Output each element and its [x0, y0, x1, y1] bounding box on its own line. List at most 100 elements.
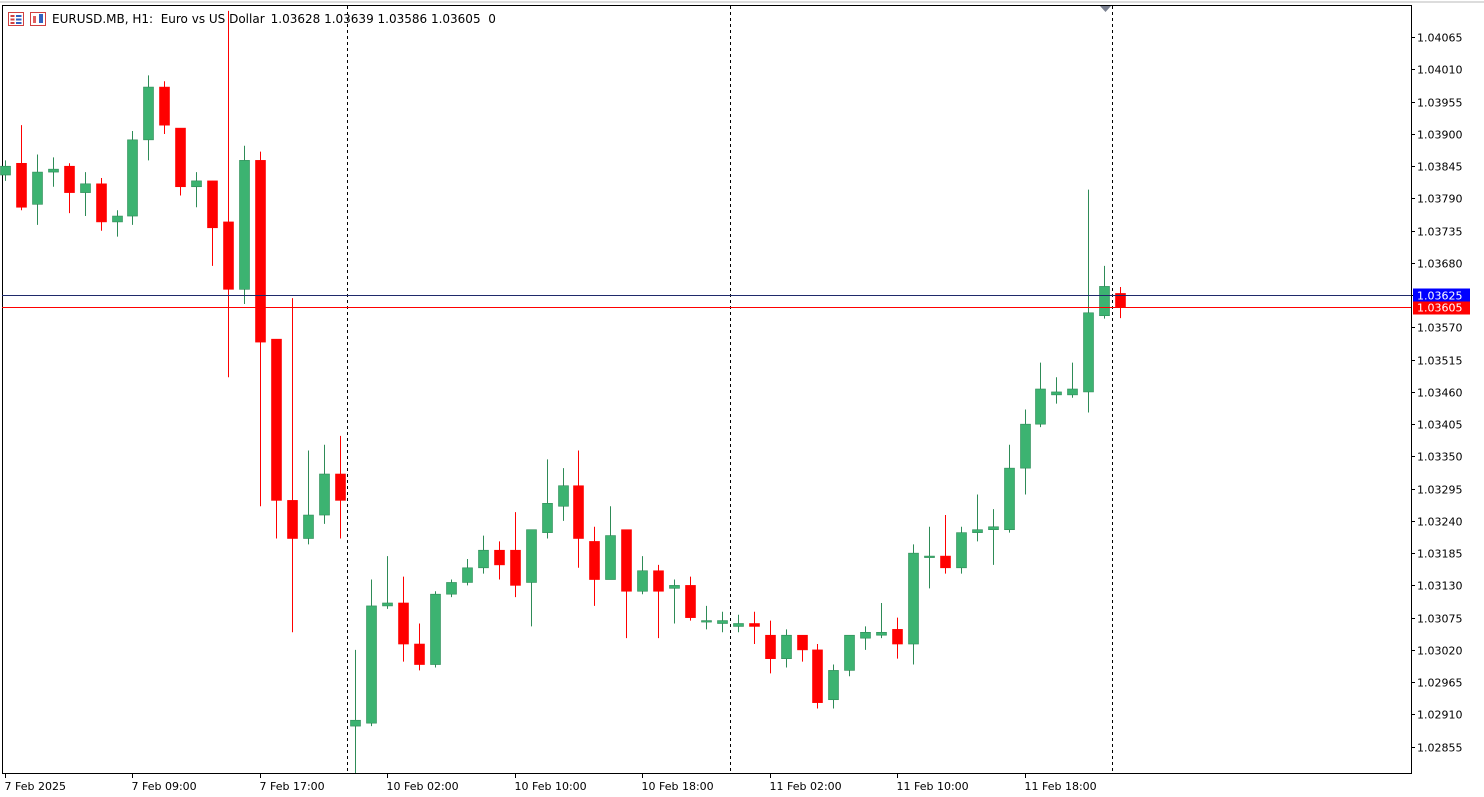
- candle-body: [812, 649, 823, 703]
- candle-body: [1067, 388, 1078, 396]
- candle-body: [924, 555, 935, 558]
- candle-body: [589, 541, 600, 580]
- candle-body: [876, 631, 887, 636]
- y-tick-label: 1.03955: [1417, 97, 1463, 110]
- candle: [972, 494, 983, 542]
- list-icon[interactable]: [8, 12, 24, 26]
- candle-body: [542, 503, 553, 533]
- candle: [510, 512, 521, 598]
- candle: [1035, 362, 1046, 428]
- x-tick-label: 11 Feb 10:00: [897, 780, 969, 793]
- candle: [127, 131, 138, 225]
- candle: [64, 163, 75, 214]
- candle: [876, 602, 887, 639]
- candle-body: [685, 585, 696, 618]
- candle-body: [191, 180, 202, 188]
- candle: [828, 664, 839, 709]
- candle-body: [908, 552, 919, 645]
- candle-body: [430, 593, 441, 665]
- candle: [685, 576, 696, 621]
- candle: [255, 151, 266, 507]
- candle: [287, 298, 298, 633]
- candle-body: [207, 180, 218, 229]
- y-tick-label: 1.02910: [1417, 709, 1463, 722]
- candle: [637, 556, 648, 595]
- candle: [924, 526, 935, 589]
- bid-price-label: 1.03605: [1417, 302, 1463, 315]
- y-tick-label: 1.03240: [1417, 516, 1463, 529]
- candle: [414, 623, 425, 671]
- candle-body: [96, 183, 107, 223]
- y-tick-label: 1.03130: [1417, 580, 1463, 593]
- candle-body: [143, 86, 154, 141]
- candle: [797, 634, 808, 662]
- candle: [908, 544, 919, 665]
- candle: [1067, 362, 1078, 398]
- candle-body: [223, 221, 234, 290]
- candle-body: [972, 529, 983, 533]
- candle: [844, 634, 855, 677]
- candle-body: [255, 160, 266, 343]
- candle: [398, 576, 409, 662]
- candle: [573, 450, 584, 568]
- candle: [16, 125, 27, 211]
- candle-body: [860, 631, 871, 639]
- ask-price-tag: [1413, 288, 1470, 302]
- candle: [48, 157, 59, 187]
- y-tick-label: 1.03735: [1417, 226, 1463, 239]
- y-tick-label: 1.03680: [1417, 258, 1463, 271]
- candle-body: [956, 532, 967, 569]
- chart-header: EURUSD.MB, H1: Euro vs US Dollar 1.03628…: [8, 10, 496, 28]
- y-tick-label: 1.03845: [1417, 161, 1463, 174]
- y-tick-label: 1.03020: [1417, 645, 1463, 658]
- candle-body: [637, 570, 648, 592]
- candle-body: [892, 629, 903, 645]
- candle: [526, 529, 537, 627]
- candle-body: [64, 165, 75, 193]
- x-tick-label: 7 Feb 2025: [5, 780, 66, 793]
- candle-body: [462, 567, 473, 583]
- y-tick-label: 1.02965: [1417, 677, 1463, 690]
- candle: [478, 535, 489, 574]
- plot-frame: [2, 5, 1412, 774]
- candle-body: [48, 168, 59, 173]
- scroll-marker-icon[interactable]: [1100, 6, 1111, 12]
- x-tick-label: 11 Feb 18:00: [1025, 780, 1097, 793]
- candle: [605, 506, 616, 580]
- candle-body: [382, 602, 393, 607]
- y-tick-label: 1.03405: [1417, 419, 1463, 432]
- candle: [319, 444, 330, 524]
- candle-body: [80, 183, 91, 193]
- candle-body: [558, 485, 569, 507]
- candle-body: [526, 529, 537, 583]
- y-tick-label: 1.03295: [1417, 484, 1463, 497]
- candle: [446, 579, 457, 598]
- candle: [191, 172, 202, 208]
- candle: [335, 435, 346, 539]
- candle-body: [573, 485, 584, 539]
- y-tick-label: 1.04065: [1417, 32, 1463, 45]
- candle-body: [605, 535, 616, 580]
- chart-icon[interactable]: [30, 12, 46, 26]
- candle-body: [366, 605, 377, 724]
- candle-body: [32, 171, 43, 205]
- candle: [653, 564, 664, 639]
- candle: [223, 10, 234, 378]
- candle: [271, 338, 282, 539]
- candle: [239, 145, 250, 304]
- y-tick-label: 1.02855: [1417, 742, 1463, 755]
- candle: [143, 75, 154, 161]
- candle: [733, 614, 744, 633]
- candle-body: [127, 139, 138, 217]
- candle-body: [1004, 467, 1015, 531]
- candle-body: [844, 634, 855, 671]
- candle: [32, 154, 43, 225]
- candle: [462, 559, 473, 586]
- x-tick-label: 7 Feb 17:00: [260, 780, 325, 793]
- candle: [430, 591, 441, 668]
- candle-body: [1115, 293, 1126, 308]
- candle-body: [271, 338, 282, 501]
- y-tick-label: 1.03075: [1417, 613, 1463, 626]
- candle: [669, 579, 680, 624]
